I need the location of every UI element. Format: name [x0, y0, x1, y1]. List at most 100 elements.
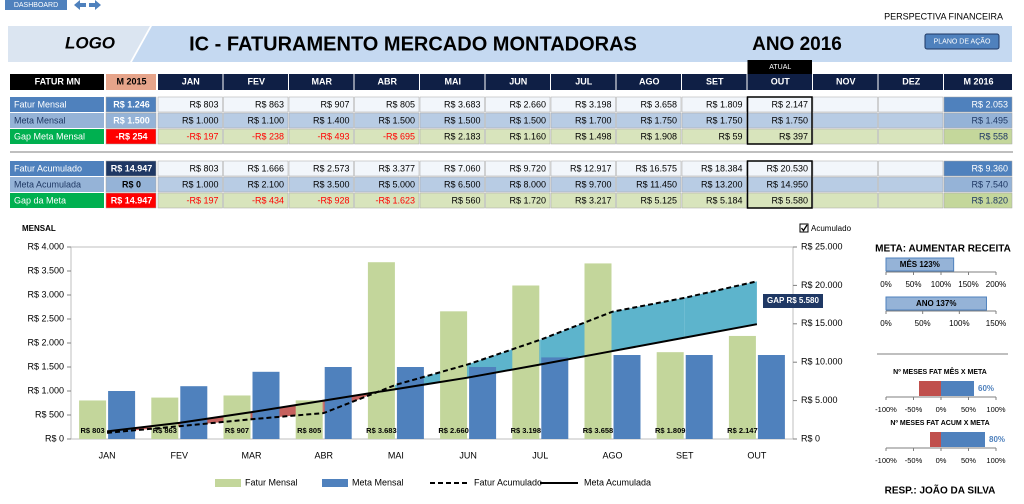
- table-cell: [354, 160, 420, 177]
- bar: [151, 397, 179, 439]
- gauge-tick-label: 100%: [949, 319, 969, 328]
- x-tick-label: MAI: [388, 450, 404, 460]
- cell-value: R$ 3.658: [640, 99, 677, 109]
- bar: [396, 367, 424, 439]
- count-tick-label: -100%: [875, 405, 897, 414]
- table-cell: [354, 112, 420, 129]
- cell-value: R$ 5.184: [706, 195, 743, 205]
- gauge-bar: [885, 296, 987, 311]
- x-tick-label: FEV: [171, 450, 189, 460]
- cell-value: R$ 59: [718, 131, 742, 141]
- annotation: GAP R$ 5.580: [767, 296, 819, 305]
- forward-arrow[interactable]: [89, 0, 101, 10]
- bar-label: R$ 2.660: [438, 426, 468, 435]
- y-tick-label: R$ 3.000: [27, 289, 64, 299]
- cell-value: R$ 8.000: [509, 179, 546, 189]
- row-label: Gap da Meta: [14, 195, 66, 205]
- action-button-label[interactable]: PLANO DE AÇÃO: [934, 36, 991, 45]
- cell-value: -R$ 254: [115, 131, 147, 141]
- table-cell: [354, 96, 420, 113]
- logo: LOGO: [65, 33, 115, 52]
- header-cell: [106, 74, 156, 90]
- table-cell: [288, 192, 354, 209]
- table-cell: [878, 176, 944, 193]
- cell-value: R$ 1.750: [706, 115, 743, 125]
- count-tick-label: -100%: [875, 456, 897, 465]
- back-arrow[interactable]: [74, 0, 86, 10]
- column-header: DEZ: [902, 76, 921, 86]
- table-cell: [550, 192, 616, 209]
- dashboard-button[interactable]: [5, 0, 67, 10]
- table-cell: [616, 128, 682, 145]
- bar: [295, 400, 323, 439]
- title-band: [132, 26, 1012, 62]
- gauge-tick-label: 100%: [931, 280, 951, 289]
- y-tick-label: R$ 500: [35, 409, 64, 419]
- row-label: Fatur Acumulado: [14, 163, 82, 173]
- cell-value: R$ 803: [189, 163, 218, 173]
- table-cell: [878, 192, 944, 209]
- cell-value: R$ 863: [255, 99, 284, 109]
- table-cell: [681, 160, 747, 177]
- x-tick-label: JUN: [459, 450, 477, 460]
- table-cell: [878, 112, 944, 129]
- bar: [252, 371, 280, 439]
- row-label-cell: [10, 193, 104, 208]
- checkbox: [799, 223, 809, 233]
- table-cell: [157, 128, 223, 145]
- count-label: 80%: [989, 435, 1005, 444]
- gauge-tick-label: 150%: [958, 280, 978, 289]
- perspective: PERSPECTIVA FINANCEIRA: [884, 11, 1003, 21]
- column-header: M 2016: [963, 76, 993, 86]
- gauge-tick-label: 0%: [880, 280, 892, 289]
- table-cell: [943, 176, 1013, 193]
- bar: [79, 400, 107, 439]
- column-header: JAN: [182, 76, 200, 86]
- cell-value: R$ 2.660: [509, 99, 546, 109]
- cell-value: R$ 5.125: [640, 195, 677, 205]
- count-tick-label: 100%: [986, 405, 1006, 414]
- bar-label: R$ 907: [225, 426, 249, 435]
- year: ANO 2016: [752, 34, 842, 55]
- cell-value: R$ 12.917: [570, 163, 612, 173]
- row-label: Meta Mensal: [14, 115, 66, 125]
- table-cell: [550, 128, 616, 145]
- count-label: 60%: [978, 384, 994, 393]
- table-cell: [223, 128, 289, 145]
- gauge-tick-label: 50%: [915, 319, 931, 328]
- table-cell: [681, 176, 747, 193]
- y2-tick-label: R$ 5.000: [801, 395, 838, 405]
- cell-value: R$ 1.500: [113, 115, 150, 125]
- table-cell: [812, 96, 878, 113]
- cell-value: R$ 3.683: [444, 99, 481, 109]
- table-cell: [105, 112, 157, 129]
- current-column-frame: [746, 160, 813, 209]
- table-cell: [105, 96, 157, 113]
- table-cell: [288, 112, 354, 129]
- x-tick-label: SET: [676, 450, 694, 460]
- dashboard-label[interactable]: DASHBOARD: [14, 2, 58, 9]
- table-cell: [812, 112, 878, 129]
- legend-label: Meta Acumulada: [584, 477, 651, 487]
- action-button[interactable]: [924, 33, 1000, 50]
- table-cell: [812, 192, 878, 209]
- cell-value: R$ 3.217: [575, 195, 612, 205]
- header-cell: [682, 74, 747, 90]
- table-cell: [485, 160, 551, 177]
- y2-tick-label: R$ 25.000: [801, 241, 843, 251]
- x-tick-label: MAR: [242, 450, 263, 460]
- cell-value: R$ 907: [320, 99, 349, 109]
- header-cell: [223, 74, 288, 90]
- cell-value: R$ 1.160: [509, 131, 546, 141]
- table-cell: [157, 192, 223, 209]
- cell-value: R$ 1.700: [575, 115, 612, 125]
- x-tick-label: JUL: [532, 450, 548, 460]
- table-cell: [943, 160, 1013, 177]
- cell-value: R$ 13.200: [701, 179, 743, 189]
- cell-value: R$ 1.500: [444, 115, 481, 125]
- table-cell: [157, 112, 223, 129]
- gauge-bar: [885, 257, 955, 272]
- header-cell: [813, 74, 878, 90]
- bar: [541, 357, 569, 439]
- row-label: Meta Acumulada: [14, 179, 81, 189]
